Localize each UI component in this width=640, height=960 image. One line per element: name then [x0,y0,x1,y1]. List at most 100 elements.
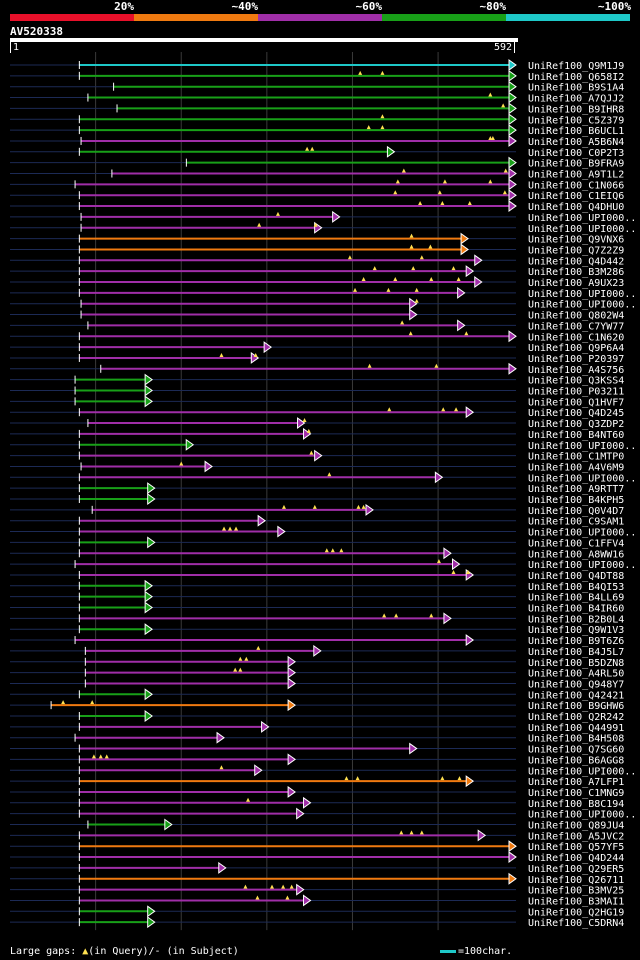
ruler-end-label: 592 [494,42,516,53]
hit-label: UniRef100_Q658I2 [528,72,624,83]
gap-marker [281,884,286,889]
gap-marker [281,504,286,509]
gap-marker [440,201,445,206]
hit-label: UniRef100_A9UX23 [528,278,624,289]
gap-marker [503,168,508,173]
gap-marker [401,168,406,173]
hit-arrow [313,644,322,657]
hit-label: UniRef100_B5DZN8 [528,658,624,669]
hit-label: UniRef100_B2B0L4 [528,614,624,625]
hit-label: UniRef100_B4H508 [528,734,624,745]
hit-label: UniRef100_Q2R242 [528,712,624,723]
hit-label: UniRef100_C1EIQ6 [528,191,624,202]
gap-marker [358,70,363,75]
hit-label: UniRef100_C5DRN4 [528,918,624,929]
hit-label: UniRef100_B9GHW6 [528,701,624,712]
hit-label: UniRef100_B9IHR8 [528,104,624,115]
hit-arrow [508,840,517,853]
hit-label: UniRef100_C0P2T3 [528,148,624,159]
gap-marker [228,526,233,531]
hit-arrow [508,330,517,343]
hit-arrow [508,91,517,104]
hit-label: UniRef100_Q9VNX6 [528,235,624,246]
hit-label: UniRef100_Q1HVF7 [528,397,624,408]
hit-arrow [465,634,475,647]
hit-label: UniRef100_Q3ZDP2 [528,419,624,430]
gap-marker [257,222,262,227]
hit-label: UniRef100_A7LFP1 [528,777,624,788]
gap-marker [419,830,424,835]
gap-marker [366,125,371,130]
gap-legend: Large gaps: ▲(in Query)/- (in Subject) [10,946,239,957]
gap-marker [428,244,433,249]
hit-arrow [477,829,487,842]
gap-marker [488,92,493,97]
hit-arrow [144,395,153,408]
hit-arrow [409,297,418,310]
hit-arrow [257,514,267,527]
hit-label: UniRef100_Q4DHU0 [528,202,624,213]
hit-arrow [287,785,296,798]
hit-arrow [144,688,153,701]
gap-marker [324,548,329,553]
legend-swatch-80 [382,14,506,21]
hit-label: UniRef100_UPI000.. [528,810,636,821]
gap-marker [419,255,424,260]
hit-arrow [185,438,195,451]
gap-marker [464,331,469,336]
hit-label: UniRef100_C1N620 [528,332,624,343]
hit-arrow [457,286,466,299]
hit-label: UniRef100_Q4D245 [528,408,624,419]
gap-marker [451,569,456,574]
gap-marker [393,190,398,195]
gap-marker [356,504,361,509]
hit-arrow [409,308,418,321]
hit-arrow [147,916,156,929]
gap-query-triangle-icon: ▲ [82,946,89,957]
gap-marker [234,526,239,531]
hit-arrow [508,156,517,169]
hit-arrow [508,124,517,137]
gap-marker [466,569,471,574]
gap-marker [256,645,261,650]
hit-arrow [465,406,475,419]
gap-marker [246,797,251,802]
gap-marker [353,287,358,292]
hit-label: UniRef100_Q4DT88 [528,571,624,582]
hit-label: UniRef100_UPI000.. [528,213,636,224]
hit-arrow [465,265,475,278]
gap-marker [330,548,335,553]
gap-marker [367,363,372,368]
hit-label: UniRef100_P20397 [528,354,624,365]
gap-marker [409,244,414,249]
gap-marker [91,754,96,759]
gap-marker [179,461,184,466]
hit-arrow [287,655,296,668]
scale-legend-text: =100char. [458,946,513,957]
hit-arrow [287,677,296,690]
gap-marker [98,754,103,759]
gap-marker [488,179,493,184]
gap-marker [502,190,507,195]
hit-arrow [443,612,452,625]
hit-label: UniRef100_B9T6Z6 [528,636,624,647]
hit-label: UniRef100_A4S756 [528,365,624,376]
gap-marker [501,103,506,108]
gap-marker [454,407,459,412]
gap-marker [61,700,66,705]
gap-marker [244,656,249,661]
hit-arrow [508,200,517,213]
gap-marker [310,146,315,151]
gap-marker [219,352,224,357]
hit-arrow [147,482,156,495]
gap-marker [255,895,260,900]
hit-arrow [365,503,374,516]
hit-arrow [277,525,286,538]
hit-arrow [144,710,153,722]
hit-arrow [216,731,225,744]
hit-arrow [508,113,517,126]
hit-label: UniRef100_B3MV25 [528,886,624,897]
gap-marker [312,504,317,509]
hit-label: UniRef100_UPI000.. [528,560,636,571]
hit-arrow [287,753,296,766]
